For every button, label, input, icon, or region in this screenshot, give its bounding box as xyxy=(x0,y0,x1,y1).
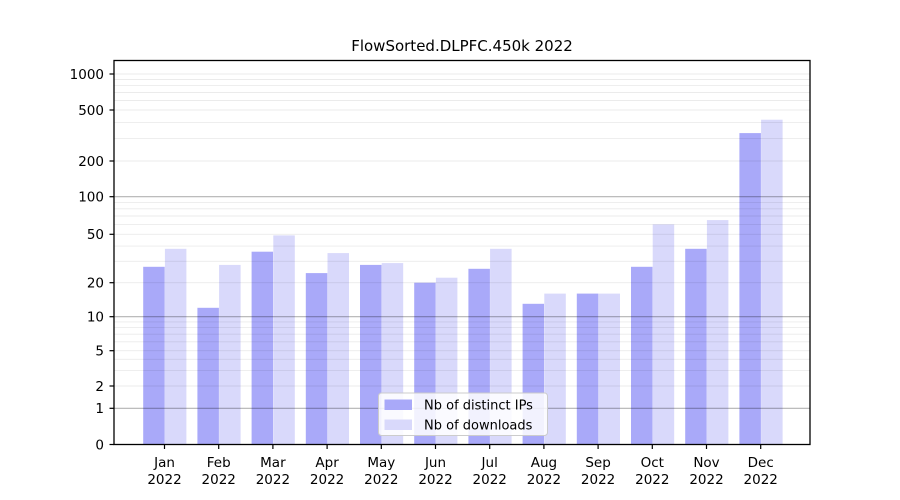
x-tick-label-nov-2022: Nov xyxy=(693,455,719,471)
x-tick-year-dec-2022: 2022 xyxy=(744,472,778,488)
x-tick-label-dec-2022: Dec xyxy=(748,455,774,471)
x-tick-label-feb-2022: Feb xyxy=(207,455,231,471)
legend: Nb of distinct IPs Nb of downloads xyxy=(378,392,548,436)
chart-title: FlowSorted.DLPFC.450k 2022 xyxy=(351,37,573,55)
legend-box xyxy=(378,392,548,436)
y-tick-label-500: 500 xyxy=(78,103,104,119)
y-tick-label-2: 2 xyxy=(95,379,104,395)
x-tick-label-may-2022: May xyxy=(367,455,395,471)
x-tick-label-apr-2022: Apr xyxy=(315,455,339,471)
x-tick-year-sep-2022: 2022 xyxy=(581,472,615,488)
x-tick-year-jun-2022: 2022 xyxy=(418,472,452,488)
bar-nb-of-downloads-feb-2022 xyxy=(219,264,241,445)
legend-label-nb-of-downloads: Nb of downloads xyxy=(424,419,533,434)
bar-nb-of-downloads-apr-2022 xyxy=(327,253,349,445)
x-tick-year-feb-2022: 2022 xyxy=(202,472,236,488)
bar-nb-of-downloads-dec-2022 xyxy=(761,119,783,445)
x-tick-year-may-2022: 2022 xyxy=(364,472,398,488)
axes-layer: 01251020501002005001000Jan2022Feb2022Mar… xyxy=(70,59,811,488)
x-tick-year-jul-2022: 2022 xyxy=(473,472,507,488)
x-tick-year-mar-2022: 2022 xyxy=(256,472,290,488)
bar-nb-of-distinct-ips-mar-2022 xyxy=(251,251,274,445)
y-tick-label-1000: 1000 xyxy=(70,67,104,83)
bar-nb-of-distinct-ips-feb-2022 xyxy=(197,307,219,445)
x-tick-label-sep-2022: Sep xyxy=(585,455,610,471)
x-tick-year-oct-2022: 2022 xyxy=(635,472,669,488)
y-tick-label-50: 50 xyxy=(87,227,104,243)
y-tick-label-0: 0 xyxy=(95,437,104,453)
bar-nb-of-distinct-ips-apr-2022 xyxy=(305,273,328,445)
x-tick-label-jan-2022: Jan xyxy=(153,455,175,471)
bar-nb-of-downloads-aug-2022 xyxy=(544,293,566,445)
x-tick-label-oct-2022: Oct xyxy=(641,455,664,471)
bar-nb-of-distinct-ips-oct-2022 xyxy=(631,266,653,445)
plot-border xyxy=(113,59,811,446)
x-tick-label-aug-2022: Aug xyxy=(531,455,557,471)
y-tick-label-1: 1 xyxy=(95,401,104,417)
y-tick-label-5: 5 xyxy=(95,344,104,360)
bar-nb-of-distinct-ips-jan-2022 xyxy=(143,266,165,445)
x-tick-year-apr-2022: 2022 xyxy=(310,472,344,488)
y-tick-label-200: 200 xyxy=(78,154,104,170)
bar-nb-of-downloads-jan-2022 xyxy=(164,248,187,445)
x-tick-year-aug-2022: 2022 xyxy=(527,472,561,488)
x-tick-label-mar-2022: Mar xyxy=(260,455,286,471)
bar-nb-of-downloads-oct-2022 xyxy=(652,224,675,445)
y-tick-label-100: 100 xyxy=(78,190,104,206)
x-tick-year-nov-2022: 2022 xyxy=(689,472,723,488)
bar-nb-of-distinct-ips-may-2022 xyxy=(360,264,382,445)
legend-swatch-nb-of-downloads xyxy=(384,419,412,430)
bar-nb-of-distinct-ips-sep-2022 xyxy=(576,293,599,445)
bar-nb-of-distinct-ips-nov-2022 xyxy=(685,248,707,445)
y-tick-label-20: 20 xyxy=(87,276,104,292)
y-tick-label-10: 10 xyxy=(87,310,104,326)
bar-nb-of-distinct-ips-dec-2022 xyxy=(739,133,761,445)
x-tick-label-jun-2022: Jun xyxy=(424,455,446,471)
x-tick-year-jan-2022: 2022 xyxy=(147,472,181,488)
legend-label-nb-of-distinct-ips: Nb of distinct IPs xyxy=(424,399,533,414)
bar-nb-of-downloads-nov-2022 xyxy=(706,220,729,445)
x-tick-label-jul-2022: Jul xyxy=(481,455,498,471)
legend-swatch-nb-of-distinct-ips xyxy=(384,399,412,410)
grid-layer xyxy=(114,73,810,409)
bar-nb-of-downloads-sep-2022 xyxy=(598,293,620,445)
bar-nb-of-downloads-mar-2022 xyxy=(273,235,295,445)
